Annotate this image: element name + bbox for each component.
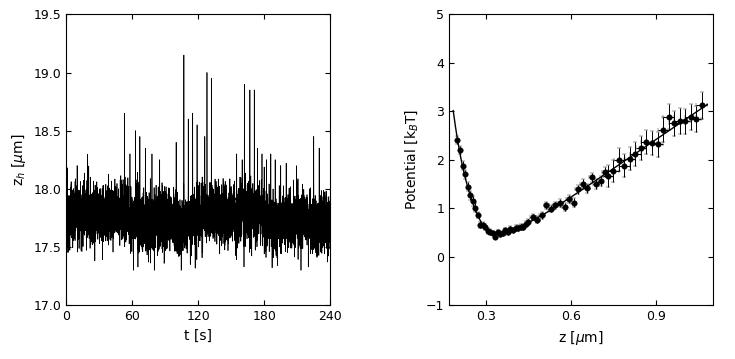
Y-axis label: Potential [k$_B$T]: Potential [k$_B$T] bbox=[404, 109, 420, 210]
Y-axis label: z$_h$ [$\mu$m]: z$_h$ [$\mu$m] bbox=[10, 134, 28, 186]
X-axis label: t [s]: t [s] bbox=[184, 328, 212, 342]
X-axis label: z [$\mu$m]: z [$\mu$m] bbox=[558, 328, 604, 346]
